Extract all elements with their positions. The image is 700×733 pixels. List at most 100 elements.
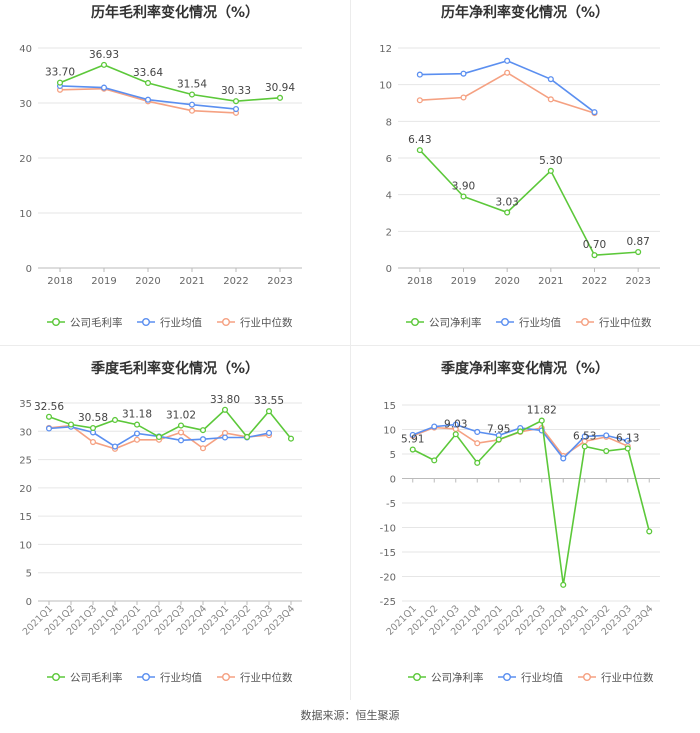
legend-swatch-marker bbox=[503, 673, 512, 682]
data-point-company bbox=[431, 457, 438, 464]
legend-label: 行业中位数 bbox=[240, 316, 293, 329]
data-point-company bbox=[265, 408, 273, 415]
data-point-median bbox=[177, 429, 185, 436]
y-tick-label: 40 bbox=[19, 44, 32, 55]
y-tick-label: 0 bbox=[26, 597, 32, 608]
legend-item-avg: 行业均值 bbox=[137, 316, 202, 329]
data-point-median bbox=[460, 94, 467, 101]
data-label: 33.55 bbox=[254, 395, 284, 407]
data-point-avg bbox=[111, 443, 119, 450]
y-tick-label: 30 bbox=[19, 427, 32, 438]
x-tick-label: 2020 bbox=[135, 276, 160, 287]
data-label: 6.53 bbox=[573, 431, 596, 443]
data-label: 6.13 bbox=[616, 432, 639, 444]
data-source: 数据来源：恒生聚源 bbox=[300, 709, 400, 722]
data-point-company bbox=[199, 427, 207, 434]
y-tick-label: 10 bbox=[19, 540, 32, 551]
data-label: 32.56 bbox=[34, 401, 64, 413]
data-point-median bbox=[188, 107, 196, 114]
legend-label: 公司净利率 bbox=[431, 671, 484, 684]
x-tick-label: 2019 bbox=[91, 276, 116, 287]
y-tick-label: 5 bbox=[26, 569, 32, 580]
legend-item-company: 公司净利率 bbox=[408, 671, 484, 684]
data-point-company bbox=[495, 436, 502, 443]
y-tick-label: 6 bbox=[386, 154, 392, 165]
chart-title: 季度毛利率变化情况（%） bbox=[90, 360, 259, 377]
data-point-company bbox=[133, 421, 141, 428]
legend-item-company: 公司毛利率 bbox=[47, 316, 123, 329]
data-label: 33.64 bbox=[133, 67, 163, 79]
y-tick-label: 4 bbox=[386, 191, 392, 202]
data-point-median bbox=[199, 445, 207, 452]
data-point-avg bbox=[460, 70, 467, 77]
legend-label: 行业均值 bbox=[160, 671, 202, 684]
data-point-company bbox=[474, 459, 481, 466]
y-tick-label: 20 bbox=[19, 154, 32, 165]
data-point-company bbox=[591, 252, 598, 259]
data-point-avg bbox=[199, 436, 207, 443]
data-point-avg bbox=[188, 101, 196, 108]
data-point-avg bbox=[177, 437, 185, 444]
legend-swatch-marker bbox=[141, 673, 150, 682]
y-tick-label: 8 bbox=[386, 117, 392, 128]
legend-swatch-marker bbox=[583, 673, 592, 682]
legend-item-median: 行业中位数 bbox=[578, 671, 654, 684]
data-point-company bbox=[547, 167, 554, 174]
data-point-median bbox=[547, 96, 554, 103]
data-point-avg bbox=[221, 434, 229, 441]
data-point-company bbox=[144, 79, 152, 87]
y-tick-label: 15 bbox=[19, 512, 32, 523]
data-point-avg bbox=[265, 429, 273, 437]
data-label: 36.93 bbox=[89, 49, 119, 61]
y-tick-label: -25 bbox=[380, 597, 396, 608]
legend-swatch-marker bbox=[52, 318, 61, 327]
x-tick-label: 2022 bbox=[223, 276, 248, 287]
data-point-avg bbox=[581, 433, 588, 440]
data-point-company bbox=[221, 406, 229, 413]
data-label: 33.80 bbox=[210, 394, 240, 406]
data-point-avg bbox=[547, 76, 554, 83]
data-point-company bbox=[89, 424, 97, 432]
horizontal-divider bbox=[0, 345, 700, 346]
y-tick-label: 0 bbox=[390, 475, 396, 486]
y-tick-label: 2 bbox=[386, 227, 392, 238]
chart-title: 历年毛利率变化情况（%） bbox=[91, 4, 259, 21]
data-point-company bbox=[276, 94, 284, 101]
data-point-median bbox=[416, 97, 423, 104]
y-tick-label: 25 bbox=[19, 456, 32, 467]
data-point-avg bbox=[133, 430, 141, 437]
data-point-avg bbox=[504, 57, 511, 64]
y-tick-label: 0 bbox=[26, 264, 32, 275]
data-point-company bbox=[646, 528, 653, 535]
chart-2: 历年净利率变化情况（%） 0 2 4 6 8 10 12 2018 2019 2020 2021 202… bbox=[379, 4, 660, 329]
data-point-avg bbox=[560, 455, 567, 462]
legend-swatch-marker bbox=[221, 318, 230, 327]
legend-swatch-marker bbox=[413, 673, 422, 682]
legend-item-median: 行业中位数 bbox=[217, 316, 293, 329]
data-point-company bbox=[100, 61, 108, 68]
data-point-avg bbox=[474, 428, 481, 436]
legend-label: 公司净利率 bbox=[429, 316, 482, 329]
data-point-avg bbox=[409, 431, 416, 438]
y-tick-label: -20 bbox=[380, 573, 396, 584]
legend-item-avg: 行业均值 bbox=[137, 671, 202, 684]
data-point-company bbox=[188, 91, 196, 98]
legend-swatch-marker bbox=[501, 318, 510, 327]
legend-label: 行业均值 bbox=[519, 316, 561, 329]
y-tick-label: 5 bbox=[390, 450, 396, 461]
legend-swatch-marker bbox=[52, 673, 61, 682]
data-label: 3.03 bbox=[495, 196, 518, 208]
data-point-avg bbox=[591, 109, 598, 116]
data-label: 31.18 bbox=[122, 409, 152, 421]
data-point-avg bbox=[232, 106, 240, 113]
data-label: 30.94 bbox=[265, 82, 295, 94]
data-point-company bbox=[624, 445, 631, 452]
data-point-company bbox=[560, 581, 567, 588]
legend-label: 行业中位数 bbox=[599, 316, 652, 329]
series-line-company bbox=[412, 419, 651, 585]
data-point-company bbox=[635, 249, 642, 256]
legend-item-avg: 行业均值 bbox=[496, 316, 561, 329]
data-label: 31.02 bbox=[166, 410, 196, 422]
y-tick-label: -5 bbox=[386, 499, 396, 510]
series-line-company bbox=[419, 149, 639, 257]
